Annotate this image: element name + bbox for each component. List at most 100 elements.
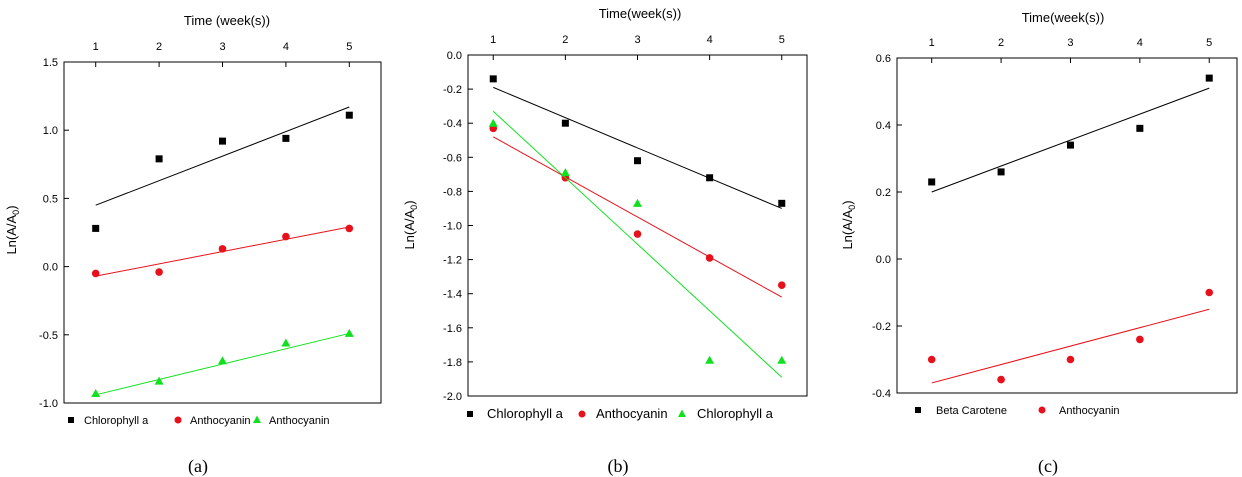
y-tick-label: -1.0 [39, 398, 58, 410]
y-axis-title: Ln(A/A0) [840, 200, 857, 249]
x-tick-label: 3 [219, 41, 225, 53]
caption: (a) [188, 456, 208, 477]
legend-marker [174, 416, 182, 424]
legend-marker [1038, 406, 1046, 414]
x-tick-label: 3 [634, 34, 640, 46]
x-tick-label: 5 [346, 41, 352, 53]
x-tick-label: 5 [1206, 37, 1212, 49]
chart-panel-c: Time(week(s)) Ln(A/A0) (c) 1 2 3 4 5 -0.4 -0.2… [840, 10, 1238, 477]
data-point [92, 224, 100, 232]
legend-label: Anthocyanin [190, 415, 251, 427]
x-axis-title: Time(week(s)) [1022, 10, 1105, 25]
x-tick-label: 2 [156, 41, 162, 53]
legend-label: Anthocyanin [596, 406, 668, 421]
data-point [218, 245, 227, 253]
legend-marker [915, 407, 921, 413]
y-tick-label: -1.0 [443, 221, 462, 233]
x-axis-title: Time (week(s)) [184, 13, 270, 28]
data-point [489, 75, 497, 83]
plot-frame [467, 54, 808, 397]
data-point [928, 178, 936, 186]
y-tick-label: 1.5 [43, 57, 58, 69]
data-point [1205, 74, 1213, 82]
data-point [706, 174, 714, 182]
data-point [997, 168, 1005, 176]
x-tick-label: 4 [1137, 37, 1143, 49]
fit-line [492, 110, 783, 378]
x-tick-label: 2 [998, 37, 1004, 49]
y-tick-label: -0.8 [443, 186, 462, 198]
y-tick-label: -0.2 [872, 321, 891, 333]
data-point [560, 168, 570, 177]
data-point [91, 269, 100, 278]
data-point [1136, 124, 1144, 132]
y-tick-label: 0.4 [876, 120, 891, 132]
fit-line [95, 106, 350, 206]
legend-marker [578, 410, 586, 418]
data-point [219, 137, 226, 145]
fit-line [931, 308, 1210, 384]
x-tick-label: 1 [490, 34, 496, 46]
legend-label: Beta Carotene [936, 405, 1007, 417]
data-point [155, 155, 163, 163]
data-point [633, 198, 642, 207]
y-tick-label: 0.6 [876, 53, 891, 65]
data-point [282, 134, 290, 142]
chart-panel-a: Time (week(s)) Ln(A/A0) (a) 1 2 3 4 5 -1.0 -0.… [4, 13, 382, 477]
x-tick-label: 4 [283, 41, 289, 53]
legend-marker [678, 409, 686, 417]
y-tick-label: -0.4 [443, 118, 462, 130]
data-point [778, 199, 786, 207]
data-point [91, 388, 101, 397]
data-point [633, 230, 642, 238]
y-tick-label: 0.5 [43, 193, 58, 205]
data-point [1136, 335, 1144, 344]
y-tick-label: 0.2 [876, 187, 891, 199]
x-axis-title: Time(week(s)) [599, 6, 682, 21]
legend-marker [253, 415, 261, 423]
x-tick-label: 1 [93, 41, 99, 53]
legend-marker [467, 411, 473, 417]
y-tick-label: -1.8 [443, 357, 462, 369]
data-point [1066, 141, 1074, 149]
y-tick-label: -0.4 [872, 388, 891, 400]
data-point [634, 157, 641, 165]
y-tick-label: 1.0 [43, 125, 58, 137]
y-tick-label: -0.2 [443, 84, 462, 96]
data-point [488, 118, 498, 127]
y-tick-label: -0.5 [39, 330, 58, 342]
data-point [997, 375, 1005, 384]
legend-label: Anthocyanin [1059, 405, 1120, 417]
x-tick-label: 3 [1067, 37, 1073, 49]
data-point [1205, 288, 1214, 297]
y-axis-title: Ln(A/A0) [4, 205, 21, 254]
y-tick-label: 0.0 [43, 262, 58, 274]
data-point [705, 254, 714, 262]
data-point [927, 355, 936, 364]
legend-label: Chlorophyll a [487, 406, 564, 421]
x-tick-label: 4 [707, 34, 713, 46]
legend-label: Chlorophyll a [697, 406, 774, 421]
data-point [155, 268, 163, 276]
y-tick-label: -1.2 [443, 255, 462, 267]
data-point [218, 356, 227, 365]
fit-line [493, 136, 782, 298]
y-tick-label: -0.6 [443, 152, 462, 164]
data-point [281, 338, 291, 347]
y-tick-label: 0.0 [876, 254, 891, 266]
x-tick-label: 2 [562, 34, 568, 46]
y-axis-title: Ln(A/A0) [402, 200, 419, 249]
data-point [777, 281, 786, 289]
x-tick-label: 1 [929, 37, 935, 49]
data-point [154, 376, 164, 385]
data-point [561, 119, 569, 127]
plot-frame [896, 57, 1238, 394]
x-tick-label: 5 [779, 34, 785, 46]
legend-label: Anthocyanin [269, 415, 330, 427]
data-point [345, 111, 353, 119]
data-point [345, 224, 354, 233]
caption: (b) [608, 456, 629, 477]
data-point [777, 355, 787, 364]
fit-line [931, 87, 1210, 193]
